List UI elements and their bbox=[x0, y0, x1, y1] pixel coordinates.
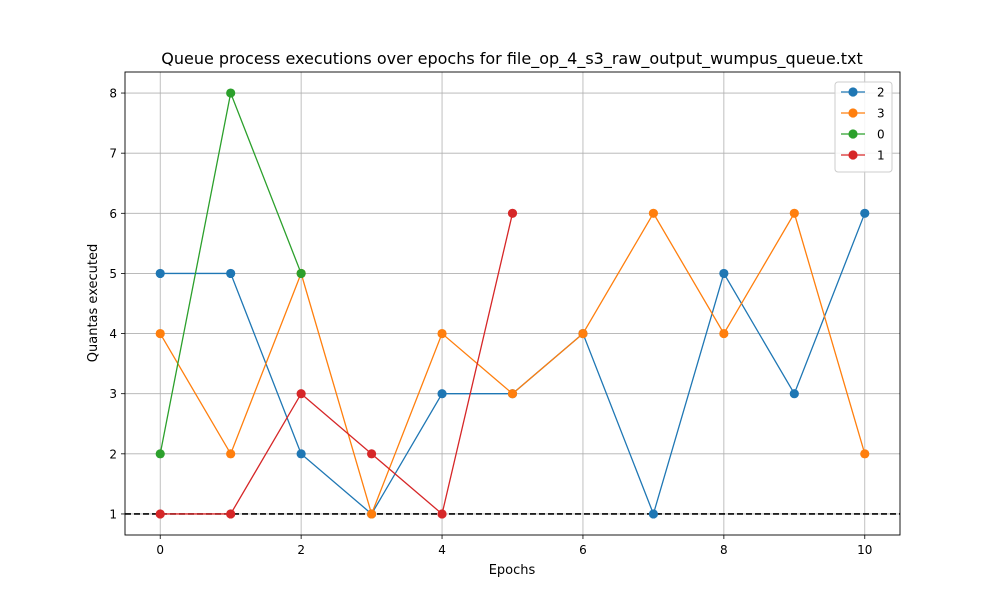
data-point-series-2 bbox=[155, 268, 165, 279]
legend-marker-0 bbox=[848, 129, 858, 139]
data-point-series-2 bbox=[719, 268, 729, 279]
x-tick-label: 0 bbox=[156, 543, 164, 557]
data-point-series-3 bbox=[789, 208, 799, 218]
data-point-series-3 bbox=[507, 389, 518, 399]
data-point-series-3 bbox=[648, 208, 659, 218]
legend-marker-1 bbox=[848, 150, 858, 160]
data-point-series-3 bbox=[366, 509, 377, 519]
y-tick-label: 2 bbox=[109, 447, 117, 461]
data-point-series-3 bbox=[437, 328, 447, 339]
data-point-series-1 bbox=[155, 509, 165, 519]
data-point-series-3 bbox=[226, 449, 236, 459]
series-line-3 bbox=[159, 211, 866, 516]
x-axis-label: Epochs bbox=[489, 563, 536, 578]
y-tick-label: 5 bbox=[109, 267, 117, 281]
y-axis-label: Quantas executed bbox=[86, 244, 101, 362]
y-tick-label: 7 bbox=[109, 147, 117, 161]
x-tick-label: 10 bbox=[857, 543, 872, 557]
x-tick-label: 2 bbox=[297, 543, 305, 557]
y-tick-label: 6 bbox=[109, 207, 117, 221]
legend-marker-3 bbox=[848, 108, 858, 118]
y-tick-label: 1 bbox=[109, 507, 117, 521]
legend-label-2: 2 bbox=[877, 86, 885, 100]
x-tick-label: 6 bbox=[579, 543, 587, 557]
legend-label-3: 3 bbox=[877, 107, 885, 121]
data-point-series-0 bbox=[226, 88, 236, 98]
data-point-series-2 bbox=[296, 449, 306, 459]
legend: 2 3 0 1 bbox=[834, 81, 893, 173]
legend-label-1: 1 bbox=[877, 149, 885, 163]
y-tick-label: 3 bbox=[109, 387, 117, 401]
data-point-series-3 bbox=[155, 328, 165, 339]
data-point-series-1 bbox=[437, 509, 447, 519]
chart-title: Queue process executions over epochs for… bbox=[161, 49, 863, 69]
data-point-series-1 bbox=[296, 389, 306, 399]
data-point-series-2 bbox=[437, 389, 447, 399]
data-point-series-1 bbox=[366, 449, 377, 459]
data-point-series-0 bbox=[155, 449, 165, 459]
data-point-series-0 bbox=[296, 268, 306, 279]
data-point-series-3 bbox=[719, 328, 729, 339]
series-line-1 bbox=[160, 213, 514, 516]
data-point-series-2 bbox=[648, 509, 659, 519]
data-point-series-3 bbox=[860, 449, 870, 459]
data-point-series-2 bbox=[789, 389, 799, 399]
legend-marker-2 bbox=[848, 87, 858, 97]
y-tick-label: 8 bbox=[109, 87, 117, 101]
data-point-series-3 bbox=[578, 328, 588, 339]
data-point-series-1 bbox=[226, 509, 236, 519]
data-point-series-2 bbox=[226, 268, 236, 279]
legend-label-0: 0 bbox=[877, 128, 885, 142]
data-point-series-1 bbox=[507, 208, 518, 218]
y-tick-label: 4 bbox=[109, 327, 117, 341]
axes-frame bbox=[124, 71, 901, 536]
x-tick-label: 4 bbox=[438, 543, 446, 557]
legend-box bbox=[834, 81, 893, 173]
data-point-series-2 bbox=[860, 208, 870, 218]
x-tick-label: 8 bbox=[720, 543, 728, 557]
